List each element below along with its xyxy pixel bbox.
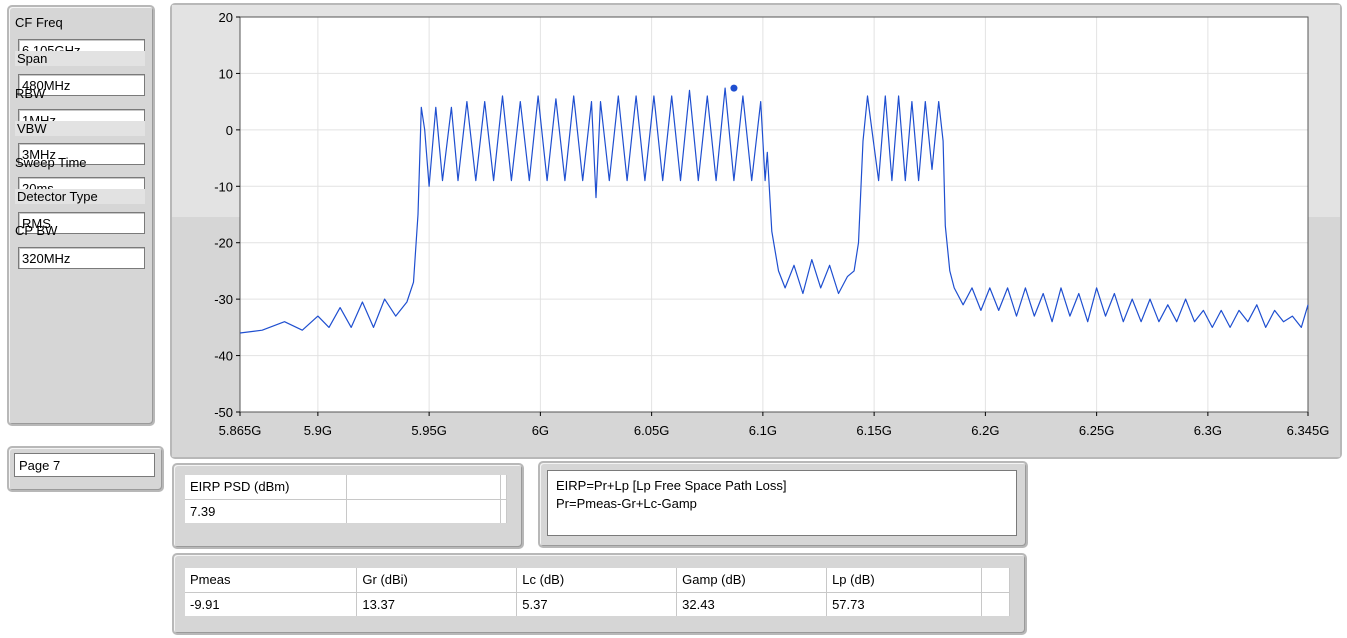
y-tick-label: -20 — [214, 236, 233, 251]
eirp-header-empty — [346, 475, 501, 500]
formula-line-2: Pr=Pmeas-Gr+Lc-Gamp — [556, 496, 697, 511]
spectrum-plot[interactable]: 20 10 0 -10 -20 -30 -40 -50 5.865G 5.9G 5.95G 6G 6.0… — [172, 5, 1340, 457]
span-field[interactable]: 480MHz — [18, 74, 145, 96]
peak-marker — [730, 84, 738, 92]
eirp-header: EIRP PSD (dBm) — [185, 475, 347, 500]
y-tick-label: -50 — [214, 405, 233, 420]
cf-freq-label: CF Freq — [15, 15, 63, 30]
y-tick-label: 20 — [219, 10, 233, 25]
params-value-cell: 5.37 — [516, 592, 678, 616]
params-header-row: Pmeas Gr (dBi) Lc (dB) Gamp (dB) Lp (dB) — [185, 568, 1011, 593]
params-header-cell: Pmeas — [185, 568, 358, 593]
rbw-label: RBW — [15, 86, 46, 101]
params-value-row: -9.91 13.37 5.37 32.43 57.73 — [185, 592, 1011, 616]
y-tick-label: 10 — [219, 66, 233, 81]
params-header-cell: Lp (dB) — [826, 568, 982, 593]
params-table: Pmeas Gr (dBi) Lc (dB) Gamp (dB) Lp (dB) -9.… — [185, 568, 1011, 616]
plot-border — [239, 16, 1309, 413]
spectrum-trace — [239, 87, 1309, 334]
detector-type-field[interactable]: RMS — [18, 212, 145, 234]
settings-panel: CF Freq6.105GHzSpan480MHzRBW1MHzVBW3MHzS… — [7, 5, 155, 426]
params-value-empty — [981, 592, 1011, 616]
span-label: Span — [15, 51, 145, 66]
x-tick-label: 6.25G — [1079, 423, 1114, 438]
sweep-time-label: Sweep Time — [15, 155, 87, 170]
params-header-cell: Lc (dB) — [516, 568, 678, 593]
vbw-label: VBW — [15, 121, 145, 136]
eirp-value-empty — [346, 499, 501, 523]
formula-line-1: EIRP=Pr+Lp [Lp Free Space Path Loss] — [556, 478, 787, 493]
x-tick-label: 6.05G — [634, 423, 669, 438]
params-header-cell: Gr (dBi) — [356, 568, 518, 593]
x-tick-label: 5.95G — [411, 423, 446, 438]
vbw-field[interactable]: 3MHz — [18, 143, 145, 165]
detector-type-label: Detector Type — [15, 189, 145, 204]
spectrum-plot-panel: 20 10 0 -10 -20 -30 -40 -50 5.865G 5.9G 5.95G 6G 6.0… — [170, 3, 1342, 459]
params-value-cell: 13.37 — [356, 592, 518, 616]
y-tick-label: -10 — [214, 179, 233, 194]
params-table-panel: Pmeas Gr (dBi) Lc (dB) Gamp (dB) Lp (dB) -9.… — [172, 553, 1027, 635]
cp-bw-field[interactable]: 320MHz — [18, 247, 145, 269]
x-tick-label: 6.3G — [1194, 423, 1222, 438]
x-tick-label: 6.345G — [1287, 423, 1330, 438]
x-tick-label: 6G — [532, 423, 549, 438]
page-indicator: Page 7 — [14, 453, 155, 477]
formula-panel: EIRP=Pr+Lp [Lp Free Space Path Loss] Pr=… — [538, 461, 1028, 548]
params-value-cell: 32.43 — [676, 592, 828, 616]
x-tick-label: 5.865G — [219, 423, 262, 438]
cp-bw-label: CP BW — [15, 223, 58, 238]
eirp-table: EIRP PSD (dBm) 7.39 — [185, 475, 508, 523]
x-tick-label: 6.2G — [971, 423, 999, 438]
params-header-empty — [981, 568, 1011, 593]
x-tick-label: 5.9G — [304, 423, 332, 438]
eirp-value: 7.39 — [185, 499, 347, 523]
eirp-value-scroll — [500, 499, 508, 523]
params-header-cell: Gamp (dB) — [676, 568, 828, 593]
params-value-cell: -9.91 — [185, 592, 358, 616]
formula-text: EIRP=Pr+Lp [Lp Free Space Path Loss] Pr=… — [547, 470, 1017, 536]
y-tick-label: 0 — [226, 123, 233, 138]
x-tick-label: 6.15G — [856, 423, 891, 438]
plot-area — [240, 17, 1308, 412]
y-tick-label: -40 — [214, 349, 233, 364]
params-value-cell: 57.73 — [826, 592, 982, 616]
x-tick-label: 6.1G — [749, 423, 777, 438]
eirp-table-panel: EIRP PSD (dBm) 7.39 — [172, 463, 524, 549]
y-tick-label: -30 — [214, 292, 233, 307]
eirp-header-scroll — [500, 475, 508, 500]
page-indicator-panel: Page 7 — [7, 446, 164, 492]
